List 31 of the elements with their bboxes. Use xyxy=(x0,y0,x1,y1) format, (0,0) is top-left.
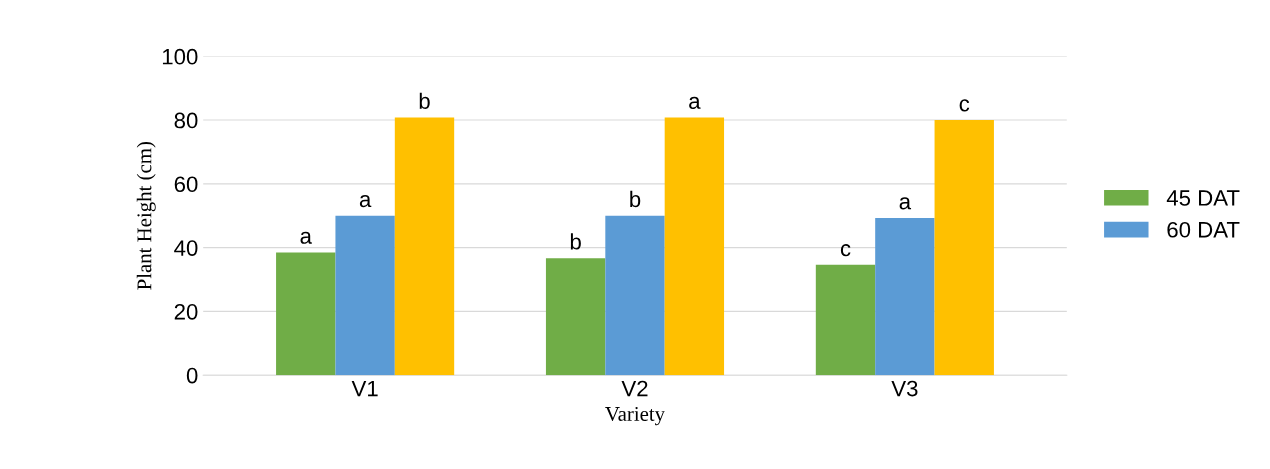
data-label: a xyxy=(359,195,372,208)
data-label: a xyxy=(689,96,701,109)
data-label: c xyxy=(959,99,970,112)
y-tick-label: 20 xyxy=(174,303,198,320)
y-tick-label: 40 xyxy=(174,240,198,256)
y-axis-title: Plant Height (cm) xyxy=(136,142,156,290)
bar xyxy=(605,215,665,376)
x-tick-label: V2 xyxy=(621,380,648,397)
data-label: a xyxy=(899,197,912,210)
bar xyxy=(934,120,994,376)
data-label: a xyxy=(300,231,312,244)
data-label: c xyxy=(840,244,851,257)
data-label: b xyxy=(570,233,581,250)
legend-label: 60 DAT xyxy=(1167,221,1240,238)
x-tick-label: V1 xyxy=(351,380,378,397)
bar xyxy=(335,215,395,376)
x-axis-title: Variety xyxy=(605,406,665,426)
data-label: b xyxy=(630,190,641,208)
y-tick-label: 80 xyxy=(174,112,198,129)
bar xyxy=(394,117,455,376)
legend-label: 45 DAT xyxy=(1166,190,1240,206)
y-tick-label: 100 xyxy=(162,48,198,65)
bar xyxy=(276,252,336,376)
data-label: b xyxy=(419,92,430,109)
y-tick-label: 60 xyxy=(174,176,198,193)
bar xyxy=(664,117,725,376)
bar xyxy=(545,258,606,376)
bar xyxy=(815,264,876,376)
y-tick-label: 0 xyxy=(186,367,198,384)
bar xyxy=(875,217,935,376)
x-tick-label: V3 xyxy=(891,380,918,397)
